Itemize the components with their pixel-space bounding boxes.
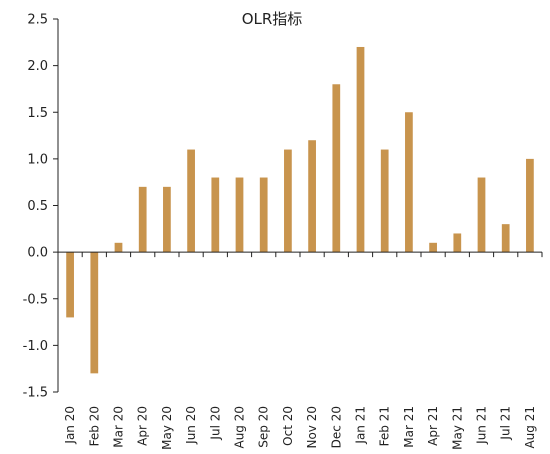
x-category-label: Jun 21 <box>475 406 489 445</box>
bar-jun-21 <box>477 177 486 253</box>
x-category-label: May 21 <box>450 406 464 450</box>
y-tick-label: 1.5 <box>27 106 48 121</box>
bar-jan-21 <box>356 46 365 253</box>
bar-sep-20 <box>259 177 268 253</box>
bar-mar-21 <box>405 112 413 253</box>
x-category-label: Mar 20 <box>112 406 126 448</box>
chart-title: OLR指标 <box>242 10 303 28</box>
bar-group <box>66 46 534 374</box>
x-category-label: Feb 21 <box>378 406 392 446</box>
bar-jul-20 <box>211 177 220 253</box>
bar-jan-20 <box>66 252 74 318</box>
y-tick-label: 1.0 <box>27 152 48 167</box>
bar-feb-20 <box>90 252 99 374</box>
x-category-label: May 20 <box>160 406 174 450</box>
x-category-label: Jun 20 <box>184 406 198 445</box>
x-category-label: Aug 21 <box>523 406 537 449</box>
y-tick-label: -1.0 <box>23 339 48 354</box>
x-category-label: Aug 20 <box>233 406 247 449</box>
x-category-label: Dec 20 <box>329 406 343 448</box>
bar-jun-20 <box>187 149 195 253</box>
bar-apr-20 <box>138 186 147 253</box>
bar-jul-21 <box>501 224 510 253</box>
x-label-group: Jan 20 Feb 20 Mar 20 Apr 20 May 20 Jun 20 Jul … <box>63 406 537 450</box>
y-tick-label: -1.5 <box>23 386 48 401</box>
y-tick-label: 0.5 <box>27 199 48 214</box>
bar-apr-21 <box>429 242 437 253</box>
bar-feb-21 <box>380 149 389 253</box>
bar-dec-20 <box>332 84 341 253</box>
y-tick-group: 2.5 2.0 1.5 1.0 0.5 0.0 -0.5 -1.0 -1.5 <box>23 13 58 401</box>
bar-may-21 <box>453 233 462 253</box>
x-category-label: Oct 20 <box>281 406 295 446</box>
y-tick-label: 2.0 <box>27 59 48 74</box>
x-category-label: Apr 20 <box>136 406 150 446</box>
y-tick-label: 2.5 <box>27 13 48 28</box>
x-category-label: Apr 21 <box>426 406 440 446</box>
x-category-label: Jul 21 <box>499 406 513 441</box>
axes-group <box>57 19 543 392</box>
x-category-label: Jul 20 <box>208 406 222 441</box>
bar-mar-20 <box>114 242 123 253</box>
x-category-label: Nov 20 <box>305 406 319 449</box>
x-category-label: Sep 20 <box>257 406 271 448</box>
x-category-label: Jan 20 <box>63 406 77 445</box>
bar-nov-20 <box>308 140 316 253</box>
bar-aug-20 <box>235 177 244 253</box>
y-tick-label: -0.5 <box>23 292 48 307</box>
x-category-label: Mar 21 <box>402 406 416 448</box>
bar-oct-20 <box>284 149 292 253</box>
x-category-label: Feb 20 <box>87 406 101 446</box>
y-tick-label: 0.0 <box>27 246 48 261</box>
bar-may-20 <box>163 186 171 253</box>
bar-aug-21 <box>526 158 534 253</box>
x-category-label: Jan 21 <box>354 406 368 445</box>
